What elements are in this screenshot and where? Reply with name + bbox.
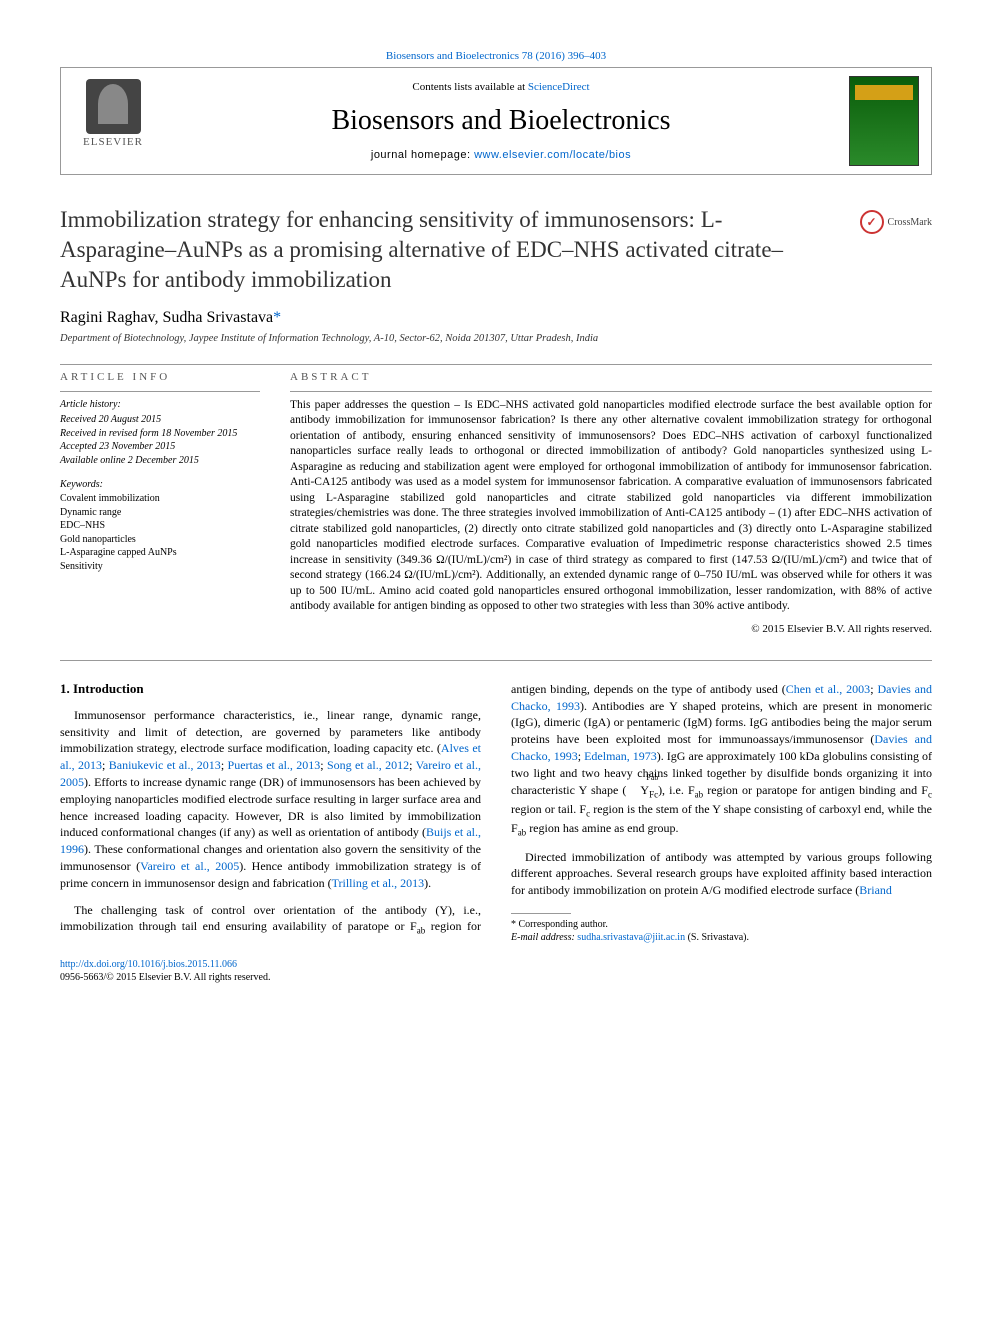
keywords-label: Keywords: <box>60 479 260 490</box>
corr-label: * Corresponding author. <box>511 918 932 931</box>
homepage-line: journal homepage: www.elsevier.com/locat… <box>153 149 849 161</box>
doi-block: http://dx.doi.org/10.1016/j.bios.2015.11… <box>60 958 932 984</box>
text: ). <box>424 876 431 890</box>
abstract-text: This paper addresses the question – Is E… <box>290 398 932 615</box>
homepage-prefix: journal homepage: <box>371 149 474 161</box>
intro-heading: 1. Introduction <box>60 681 481 697</box>
ref-link[interactable]: Edelman, 1973 <box>584 749 657 763</box>
sub: c <box>928 789 932 799</box>
intro-para-3: Directed immobilization of antibody was … <box>511 849 932 899</box>
y-fc: Fc <box>649 789 658 799</box>
history-block: Article history: Received 20 August 2015… <box>60 398 260 468</box>
ref-link[interactable]: Song et al., 2012 <box>327 758 409 772</box>
history-accepted: Accepted 23 November 2015 <box>60 440 260 454</box>
header-citation: Biosensors and Bioelectronics 78 (2016) … <box>60 50 932 62</box>
text: ), i.e. F <box>658 783 695 797</box>
history-online: Available online 2 December 2015 <box>60 454 260 468</box>
article-title: Immobilization strategy for enhancing se… <box>60 205 932 295</box>
history-revised: Received in revised form 18 November 201… <box>60 427 260 441</box>
history-received: Received 20 August 2015 <box>60 413 260 427</box>
rule-abstract <box>290 391 932 392</box>
keyword: Gold nanoparticles <box>60 533 260 547</box>
text: ). Efforts to increase dynamic range (DR… <box>60 775 481 839</box>
journal-header-box: ELSEVIER Contents lists available at Sci… <box>60 67 932 175</box>
header-center: Contents lists available at ScienceDirec… <box>153 81 849 161</box>
keyword: Sensitivity <box>60 560 260 574</box>
ref-link[interactable]: Briand <box>859 883 892 897</box>
email-line: E-mail address: sudha.srivastava@jiit.ac… <box>511 931 932 944</box>
citation-link[interactable]: Biosensors and Bioelectronics 78 (2016) … <box>386 50 606 62</box>
authors: Ragini Raghav, Sudha Srivastava <box>60 309 273 326</box>
ref-link[interactable]: Chen et al., 2003 <box>786 682 870 696</box>
text: region or tail. F <box>511 802 586 816</box>
abstract-column: abstract This paper addresses the questi… <box>290 371 932 635</box>
y-body: Y <box>640 783 649 797</box>
y-shape-inline: FabYFc <box>626 782 658 801</box>
publisher-logo: ELSEVIER <box>73 79 153 164</box>
sciencedirect-link[interactable]: ScienceDirect <box>528 81 590 93</box>
journal-name: Biosensors and Bioelectronics <box>153 105 849 137</box>
text: Immunosensor performance characteristics… <box>60 708 481 756</box>
intro-para-1: Immunosensor performance characteristics… <box>60 707 481 892</box>
affiliation: Department of Biotechnology, Jaypee Inst… <box>60 333 932 344</box>
homepage-link[interactable]: www.elsevier.com/locate/bios <box>474 149 631 161</box>
keyword: EDC–NHS <box>60 519 260 533</box>
doi-link[interactable]: http://dx.doi.org/10.1016/j.bios.2015.11… <box>60 959 237 970</box>
keywords-list: Covalent immobilization Dynamic range ED… <box>60 492 260 573</box>
sub: ab <box>417 926 426 936</box>
elsevier-label: ELSEVIER <box>83 136 143 148</box>
elsevier-tree-icon <box>86 79 141 134</box>
journal-cover-thumbnail <box>849 76 919 166</box>
keyword: L-Asparagine capped AuNPs <box>60 546 260 560</box>
ref-link[interactable]: Vareiro et al., 2005 <box>140 859 239 873</box>
sub: ab <box>518 827 527 837</box>
copyright-line: © 2015 Elsevier B.V. All rights reserved… <box>290 623 932 635</box>
crossmark-badge[interactable]: ✓ CrossMark <box>860 210 932 234</box>
abstract-heading: abstract <box>290 371 932 383</box>
keyword: Covalent immobilization <box>60 492 260 506</box>
ref-link[interactable]: Baniukevic et al., 2013 <box>109 758 221 772</box>
rule-bottom <box>60 660 932 661</box>
email-link[interactable]: sudha.srivastava@jiit.ac.in <box>577 932 685 943</box>
rule-top <box>60 364 932 365</box>
authors-line: Ragini Raghav, Sudha Srivastava* <box>60 309 932 327</box>
crossmark-label: CrossMark <box>888 217 932 228</box>
email-suffix: (S. Srivastava). <box>685 932 749 943</box>
rule-info <box>60 391 260 392</box>
article-info-column: article info Article history: Received 2… <box>60 371 260 635</box>
contents-line: Contents lists available at ScienceDirec… <box>153 81 849 93</box>
sub: ab <box>695 789 704 799</box>
ref-link[interactable]: Puertas et al., 2013 <box>228 758 321 772</box>
text: region has amine as end group. <box>526 821 678 835</box>
email-label: E-mail address: <box>511 932 577 943</box>
keyword: Dynamic range <box>60 506 260 520</box>
title-block: Immobilization strategy for enhancing se… <box>60 205 932 295</box>
corresponding-footnote: * Corresponding author. E-mail address: … <box>511 918 932 944</box>
body-columns: 1. Introduction Immunosensor performance… <box>60 681 932 944</box>
text: region or paratope for antigen binding a… <box>703 783 928 797</box>
contents-prefix: Contents lists available at <box>412 81 527 93</box>
text: fabrication ( <box>273 876 332 890</box>
ref-link[interactable]: Trilling et al., 2013 <box>332 876 425 890</box>
issn-line: 0956-5663/© 2015 Elsevier B.V. All right… <box>60 971 932 984</box>
y-fab: Fab <box>632 772 658 783</box>
history-label: Article history: <box>60 398 260 412</box>
footnote-rule <box>511 913 571 914</box>
corresponding-marker: * <box>273 309 281 326</box>
meta-section: article info Article history: Received 2… <box>60 371 932 635</box>
article-info-heading: article info <box>60 371 260 383</box>
crossmark-icon: ✓ <box>860 210 884 234</box>
